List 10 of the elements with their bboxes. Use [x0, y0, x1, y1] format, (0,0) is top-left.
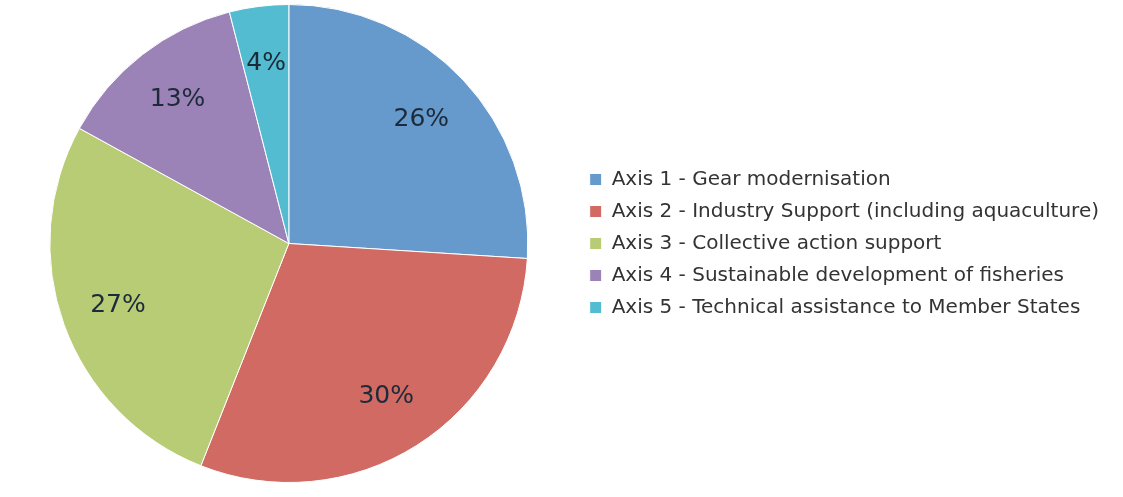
- data-label: 27%: [90, 288, 146, 318]
- legend-label: Axis 4 - Sustainable development of fisheries: [611, 261, 1064, 286]
- data-label: 13%: [149, 83, 206, 113]
- legend-label: Axis 5 - Technical assistance to Member States: [611, 293, 1081, 318]
- data-label: 4%: [246, 46, 286, 76]
- legend-label: Axis 2 - Industry Support (including aquaculture): [611, 197, 1100, 222]
- data-label: 30%: [358, 380, 414, 410]
- legend-label: Axis 1 - Gear modernisation: [611, 165, 891, 190]
- data-label: 26%: [393, 102, 450, 132]
- legend-label: Axis 3 - Collective action support: [611, 229, 942, 254]
